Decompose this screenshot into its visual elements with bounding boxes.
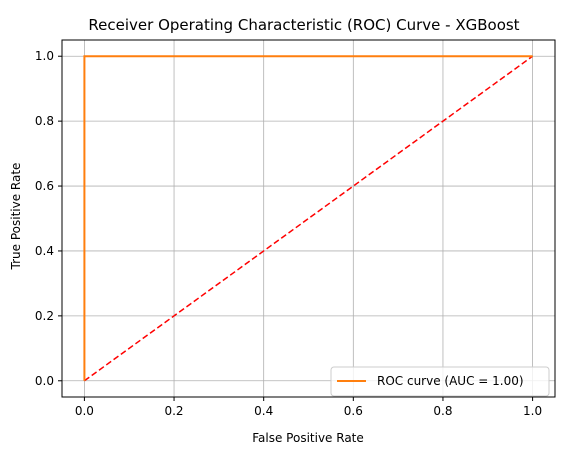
x-tick-label: 0.8 xyxy=(433,404,452,418)
x-tick-label: 0.4 xyxy=(254,404,273,418)
x-tick-label: 0.6 xyxy=(344,404,363,418)
y-tick-label: 0.0 xyxy=(35,374,54,388)
x-tick-label: 1.0 xyxy=(523,404,542,418)
diagonal-reference-line xyxy=(83,55,534,382)
y-tick-label: 0.8 xyxy=(35,114,54,128)
y-axis-ticks: 0.0 0.2 0.4 0.6 0.8 1.0 xyxy=(35,49,62,388)
legend-label-roc: ROC curve (AUC = 1.00) xyxy=(377,374,524,388)
x-tick-label: 0.0 xyxy=(75,404,94,418)
y-tick-label: 1.0 xyxy=(35,49,54,63)
legend-box xyxy=(330,366,550,397)
chart-title: Receiver Operating Characteristic (ROC) … xyxy=(88,16,519,34)
y-axis-label: True Positive Rate xyxy=(9,163,23,271)
plot-frame xyxy=(61,39,556,398)
x-axis-label: False Positive Rate xyxy=(252,431,364,445)
y-tick-label: 0.4 xyxy=(35,244,54,258)
y-tick-label: 0.6 xyxy=(35,179,54,193)
roc-curve-line xyxy=(83,55,533,381)
x-axis-ticks: 0.0 0.2 0.4 0.6 0.8 1.0 xyxy=(75,397,542,418)
legend: ROC curve (AUC = 1.00) xyxy=(330,366,550,397)
plot-series xyxy=(83,55,534,382)
y-tick-label: 0.2 xyxy=(35,309,54,323)
x-tick-label: 0.2 xyxy=(164,404,183,418)
